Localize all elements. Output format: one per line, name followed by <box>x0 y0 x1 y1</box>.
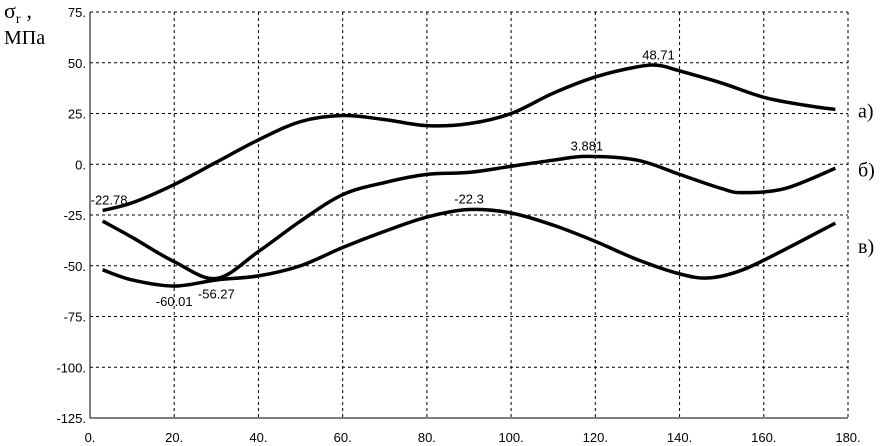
y-comma: , <box>27 0 33 23</box>
x-tick-label: 0. <box>85 430 96 445</box>
line <box>102 63 836 213</box>
y-tick-label: -25. <box>64 208 86 223</box>
x-tick-label: 80. <box>418 430 436 445</box>
y-unit: МПа <box>4 27 45 49</box>
data-label: -22.78 <box>91 192 128 207</box>
data-label: 48.71 <box>642 47 675 62</box>
y-subscript: r <box>16 12 21 27</box>
data-label: -22.3 <box>454 192 484 207</box>
y-tick-label: 25. <box>68 107 86 122</box>
y-tick-label: -100. <box>56 360 86 375</box>
y-axis-label: σr, <box>4 0 32 27</box>
y-tick-label: -75. <box>64 310 86 325</box>
y-tick-label: -50. <box>64 259 86 274</box>
x-tick-label: 40. <box>249 430 267 445</box>
data-label: -56.27 <box>198 286 235 301</box>
series-label: а) <box>858 100 874 122</box>
y-symbol: σ <box>4 0 16 23</box>
x-tick-label: 180. <box>835 430 860 445</box>
x-tick-label: 120. <box>583 430 608 445</box>
series-label: в) <box>858 236 874 258</box>
y-tick-label: -125. <box>56 411 86 426</box>
line <box>101 154 837 281</box>
x-tick-label: 140. <box>667 430 692 445</box>
x-tick-label: 20. <box>165 430 183 445</box>
x-tick-label: 100. <box>498 430 523 445</box>
y-tick-label: 0. <box>75 157 86 172</box>
data-label: -60.01 <box>156 294 193 309</box>
y-tick-label: 75. <box>68 5 86 20</box>
y-tick-label: 50. <box>68 56 86 71</box>
line <box>102 207 837 288</box>
x-tick-label: 160. <box>751 430 776 445</box>
series-label: б) <box>858 159 875 181</box>
data-label: 3.881 <box>571 138 604 153</box>
x-tick-label: 60. <box>334 430 352 445</box>
